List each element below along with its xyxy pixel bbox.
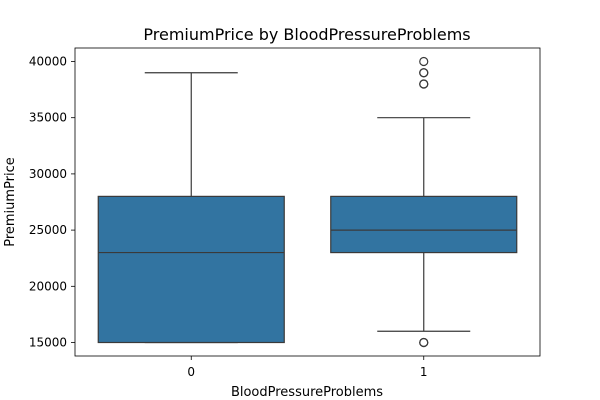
outlier-point (419, 56, 429, 67)
outlier-point (419, 337, 429, 348)
y-tick-label: 30000 (29, 167, 67, 181)
y-tick-label: 35000 (29, 111, 67, 125)
x-axis-label: BloodPressureProblems (231, 385, 383, 400)
iqr-box (330, 195, 518, 254)
x-tick-label: 0 (187, 365, 195, 379)
y-tick-label: 40000 (29, 54, 67, 68)
y-tick-label: 15000 (29, 336, 67, 350)
y-tick-label: 20000 (29, 279, 67, 293)
y-tick-label: 25000 (29, 223, 67, 237)
y-axis-label: PremiumPrice (3, 157, 18, 247)
x-tick-label: 1 (420, 365, 428, 379)
iqr-box (97, 195, 285, 344)
chart-title: PremiumPrice by BloodPressureProblems (143, 25, 470, 44)
y-axis: 15000 20000 25000 30000 35000 40000 (29, 54, 75, 350)
outlier-point (419, 79, 429, 89)
plot-area (97, 56, 518, 348)
outlier-point (419, 68, 429, 78)
box-group-1 (330, 56, 518, 348)
box-group-0 (97, 72, 285, 344)
plot-frame (74, 47, 541, 357)
